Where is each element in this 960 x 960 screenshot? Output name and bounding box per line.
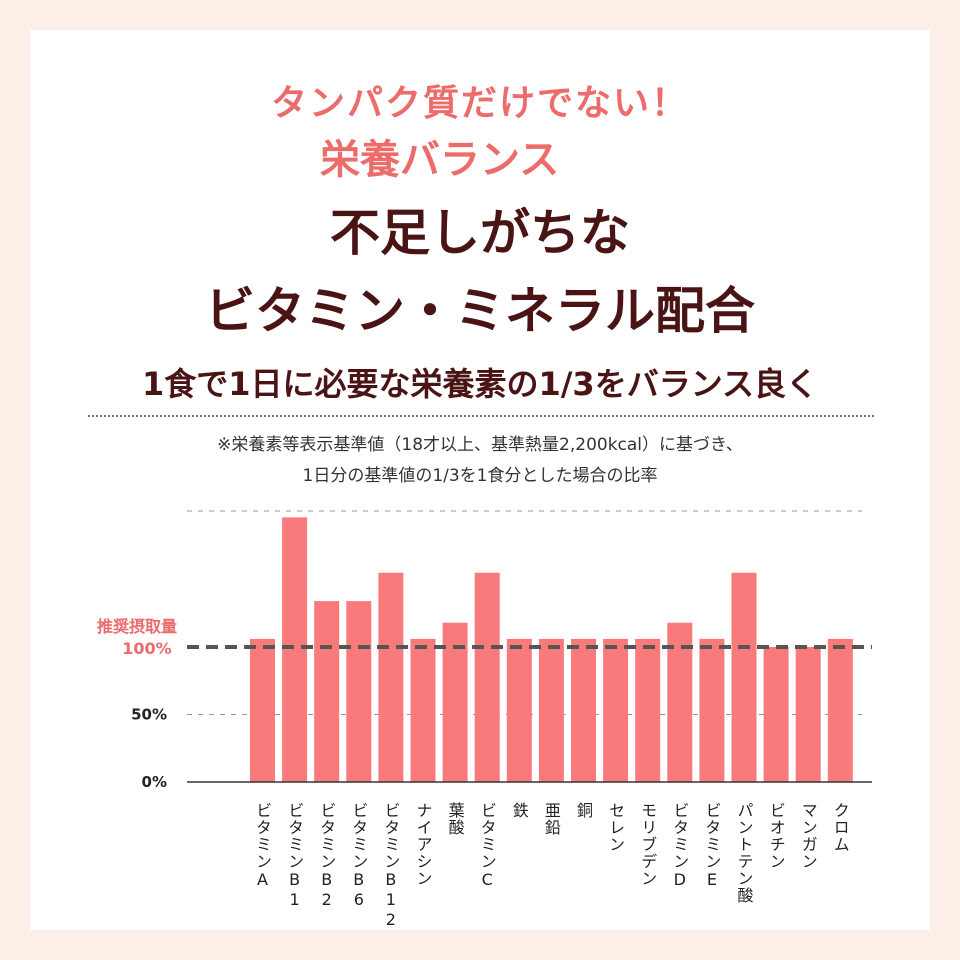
bar-12 [603,638,629,782]
bar-4 [346,601,372,782]
bar-1 [250,638,275,782]
category-label-15: ビタミンE [702,802,721,890]
bar-8 [474,572,500,782]
bar-19 [827,638,853,782]
bar-17 [763,647,789,782]
category-label-5: ビタミンB12 [381,802,400,930]
category-label-13: モリブデン [638,802,657,887]
category-label-8: ビタミンC [478,802,497,890]
bar-16 [731,572,757,782]
bar-18 [795,647,821,782]
category-label-16: パントテン酸 [735,802,754,904]
bar-10 [538,638,564,782]
category-label-7: 葉酸 [446,802,465,836]
y-tick-label-50: 50% [131,706,167,724]
category-label-1: ビタミンA [253,802,272,890]
bar-13 [635,638,661,782]
category-label-18: マンガン [799,802,818,870]
category-label-19: クロム [831,802,850,853]
reference-label: 推奨摂取量 [97,617,177,636]
category-label-9: 鉄 [510,802,529,819]
bar-6 [410,638,436,782]
footnote-line2: 1日分の基準値の1/3を1食分とした場合の比率 [302,466,658,486]
bar-11 [571,638,596,782]
category-label-3: ビタミンB2 [317,802,336,910]
bar-2 [282,517,308,782]
dotted-divider [88,415,874,417]
category-label-14: ビタミンD [670,802,689,890]
category-label-4: ビタミンB6 [349,802,368,910]
category-label-2: ビタミンB1 [285,802,304,910]
y-tick-label-0: 0% [142,773,167,791]
reference-value-label: 100% [122,639,171,658]
footnote-line1: ※栄養素等表示基準値（18才以上、基準熱量2,200kcal）に基づき、 [217,435,743,455]
headline-main-line2: ビタミン・ミネラル配合 [205,282,755,340]
bar-15 [699,638,725,782]
category-label-10: 亜鉛 [542,802,561,836]
bar-5 [378,572,404,782]
category-label-17: ビオチン [767,802,786,870]
bar-9 [506,638,532,782]
bar-7 [442,622,468,782]
category-label-11: 銅 [574,802,593,819]
headline-subtitle: 1食で1日に必要な栄養素の1/3をバランス良く [141,365,819,403]
category-label-6: ナイアシン [414,802,433,887]
headline-subtag: 栄養バランス [320,137,560,183]
category-label-12: セレン [606,802,625,853]
headline-tagline: タンパク質だけでない！ [270,83,689,124]
bar-3 [314,601,340,782]
headline-main-line1: 不足しがちな [330,204,630,262]
bar-14 [667,622,693,782]
